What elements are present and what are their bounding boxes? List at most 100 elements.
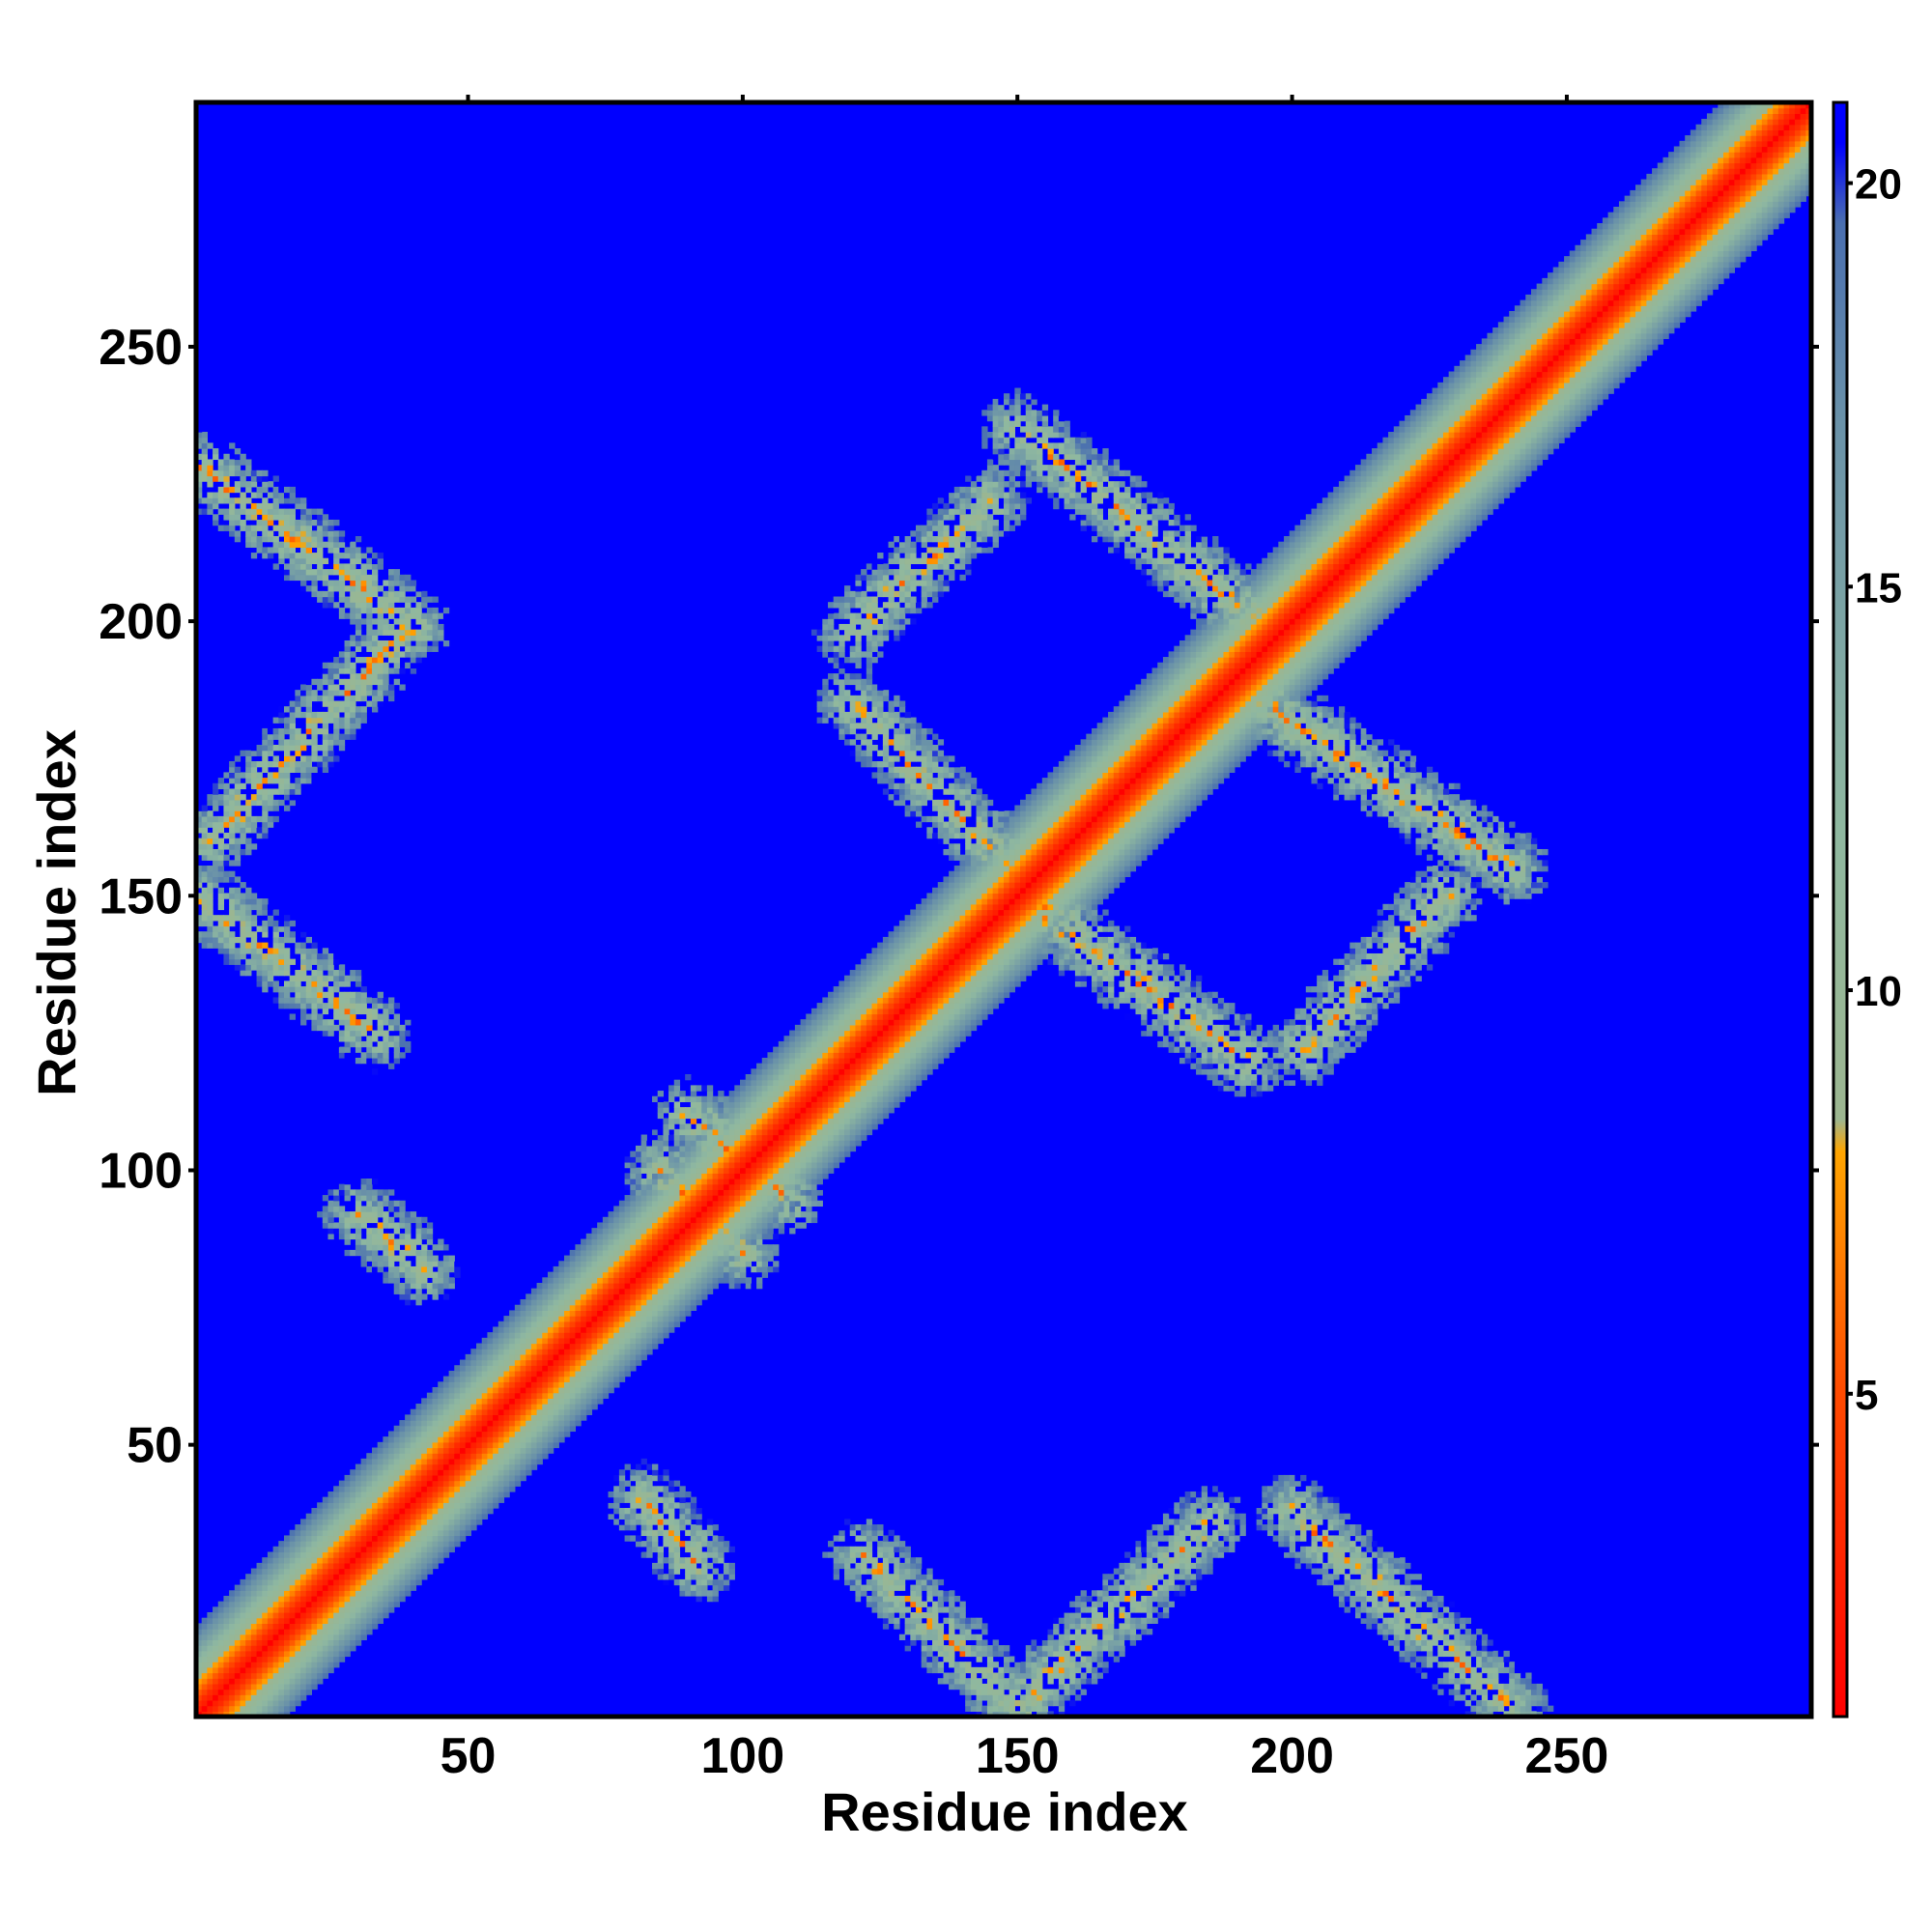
heatmap-cell [267,1578,274,1586]
heatmap-cell [366,1562,373,1570]
heatmap-cell [1432,1639,1438,1646]
heatmap-cell [542,1408,549,1415]
heatmap-cell [295,1562,301,1570]
heatmap-cell [1460,1617,1466,1624]
heatmap-cell [1382,1590,1389,1597]
heatmap-cell [503,1359,510,1366]
heatmap-cell [1058,1656,1065,1662]
heatmap-cell [553,1425,559,1433]
heatmap-cell [663,1496,669,1503]
heatmap-cell [712,1222,719,1229]
heatmap-cell [344,1238,351,1245]
heatmap-cell [1004,1705,1010,1712]
heatmap-cell [1102,1590,1109,1597]
heatmap-cell [217,1629,225,1635]
heatmap-cell [1080,1645,1087,1652]
heatmap-cell [1146,1568,1153,1575]
heatmap-cell [591,1228,598,1235]
heatmap-cell [1168,1535,1175,1542]
heatmap-cell [1344,1562,1350,1570]
heatmap-cell [388,1249,395,1257]
heatmap-cell [888,1551,895,1558]
heatmap-cell [454,1408,461,1415]
heatmap-cell [454,1458,461,1465]
heatmap-cell [410,1436,417,1443]
heatmap-cell [981,1629,988,1635]
heatmap-cell [602,1343,610,1350]
heatmap-cell [526,1321,532,1328]
heatmap-cell [635,1474,642,1482]
heatmap-cell [1031,1699,1037,1707]
heatmap-cell [1212,1535,1219,1542]
heatmap-cell [937,1590,945,1597]
heatmap-cell [459,1458,467,1465]
heatmap-cell [526,1447,532,1454]
heatmap-cell [1432,1629,1438,1635]
heatmap-cell [322,1513,329,1520]
heatmap-cell [1074,1595,1082,1603]
heatmap-cell [575,1288,582,1294]
heatmap-cell [448,1370,455,1378]
heatmap-cell [355,1546,362,1553]
heatmap-cell [338,1524,346,1531]
heatmap-cell [476,1398,483,1405]
heatmap-cell [668,1255,675,1262]
heatmap-cell [569,1282,577,1290]
heatmap-cell [1201,1508,1208,1515]
heatmap-cell [657,1551,664,1558]
heatmap-cell [1102,1666,1109,1674]
heatmap-cell [223,1689,230,1695]
heatmap-cell [569,1365,577,1372]
heatmap-cell [1536,1699,1543,1707]
heatmap-cell [663,1316,669,1322]
heatmap-cell [585,1282,593,1290]
heatmap-cell [575,1404,582,1410]
heatmap-cell [526,1414,532,1421]
heatmap-cell [833,1568,839,1575]
heatmap-cell [679,1282,686,1290]
heatmap-cell [1344,1529,1350,1537]
heatmap-cell [1492,1705,1499,1712]
heatmap-cell [542,1365,549,1372]
heatmap-cell [696,1535,702,1542]
heatmap-cell [640,1508,647,1515]
heatmap-cell [685,1574,692,1580]
heatmap-cell [283,1584,291,1591]
heatmap-cell [448,1458,455,1465]
heatmap-cell [591,1321,598,1328]
heatmap-cell [838,1535,845,1542]
heatmap-cell [652,1513,659,1520]
heatmap-cell [618,1519,626,1525]
heatmap-cell [1464,1662,1471,1668]
heatmap-cell [503,1486,510,1492]
heatmap-cell [1124,1574,1131,1580]
heatmap-cell [223,1672,230,1679]
heatmap-cell [250,1568,258,1575]
heatmap-cell [613,1349,620,1355]
heatmap-cell [558,1408,565,1415]
heatmap-cell [1442,1639,1450,1646]
heatmap-cell [624,1353,631,1361]
heatmap-cell [355,1578,362,1586]
heatmap-cell [300,1683,307,1690]
heatmap-cell [465,1474,471,1482]
heatmap-cell [1415,1590,1422,1597]
heatmap-cell [432,1529,439,1537]
heatmap-cell [438,1491,444,1498]
heatmap-cell [542,1326,549,1333]
heatmap-cell [410,1491,417,1498]
heatmap-cell [1157,1574,1164,1580]
heatmap-cell [1481,1634,1489,1641]
heatmap-cell [723,1541,730,1548]
heatmap-cell [311,1590,318,1597]
heatmap-cell [245,1711,252,1718]
heatmap-cell [1464,1645,1471,1652]
heatmap-cell [1426,1612,1434,1619]
heatmap-cell [470,1436,477,1443]
heatmap-cell [1151,1617,1158,1624]
heatmap-cell [388,1584,395,1591]
heatmap-cell [536,1316,543,1322]
heatmap-cell [602,1310,610,1317]
heatmap-cell [213,1634,219,1641]
heatmap-cell [998,1694,1005,1701]
